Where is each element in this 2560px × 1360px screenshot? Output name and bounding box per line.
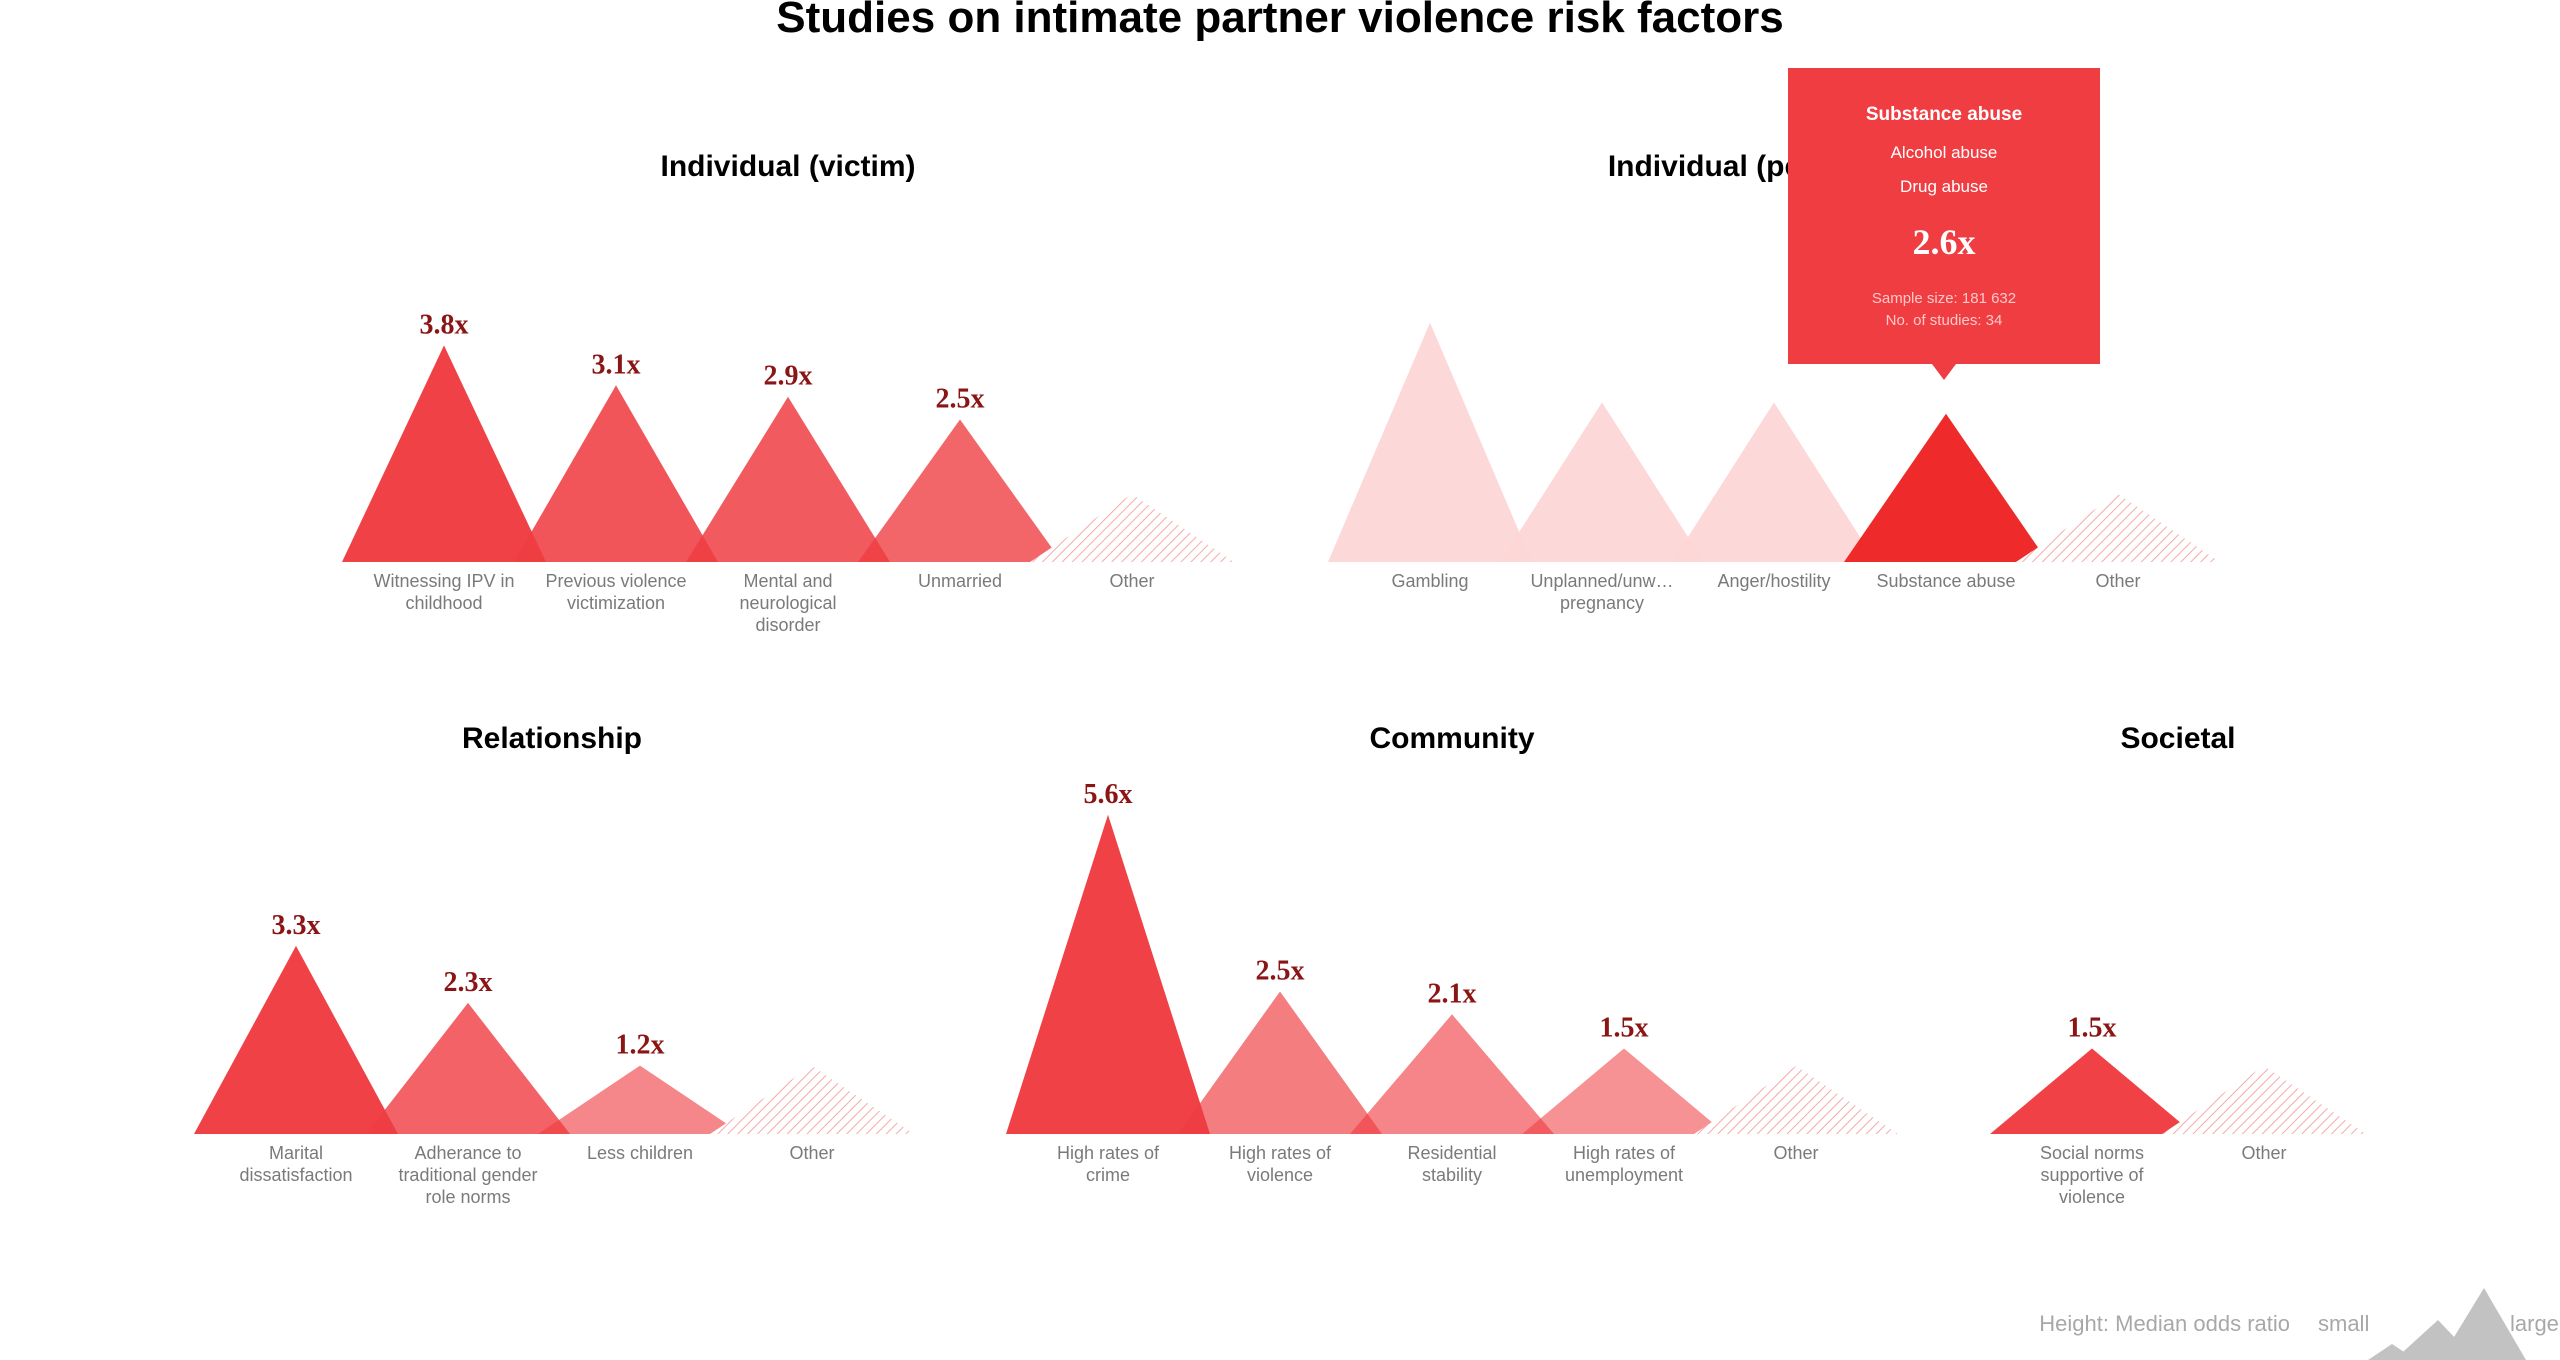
category-label: Gambling [1391,571,1468,591]
value-label: 5.6x [1084,779,1133,810]
value-label: 2.3x [444,967,493,998]
triangle-social-norms-supportive-of-violence[interactable] [1990,1048,2194,1135]
triangle-gambling[interactable] [1328,322,1532,562]
tooltip-box [1788,68,2100,364]
legend: Height: Median odds ratio small large [2039,1288,2559,1360]
category-label: Social norms supportive of violence [2040,1143,2145,1207]
panel-title: Community [1370,722,1535,755]
tooltip-studies: No. of studies: 34 [1886,312,2003,329]
value-label: 3.8x [420,309,469,340]
category-label: Previous violence victimization [545,571,686,613]
value-label: 2.1x [1428,978,1477,1009]
tooltip-value: 2.6x [1913,222,1976,262]
triangle-previous-violence-victimization[interactable] [514,385,718,562]
panel-title: Individual (victim) [660,150,915,183]
category-label: Residential stability [1407,1143,1496,1185]
category-label: Substance abuse [1876,571,2015,591]
category-label: Other [789,1143,834,1163]
value-label: 2.5x [936,384,985,415]
category-label: Adherance to traditional gender role norms [398,1143,537,1207]
triangle-residential-stability[interactable] [1350,1014,1554,1134]
triangle-witnessing-ipv-in-childhood[interactable] [342,345,546,562]
category-label: Less children [587,1143,693,1163]
triangle-high-rates-of-unemployment[interactable] [1522,1048,1726,1135]
legend-label: Height: Median odds ratio [2039,1311,2290,1336]
triangle-unplanned-unw-pregnancy[interactable] [1500,402,1704,562]
panel-societal: Societal 1.5x Social norms supportive of vio… [1990,722,2366,1207]
triangle-substance-abuse[interactable] [1844,413,2048,562]
triangle-anger-hostility[interactable] [1672,402,1876,562]
category-label: High rates of violence [1229,1143,1332,1185]
triangle-adherance-to-traditional-gender-role-norms[interactable] [366,1002,570,1134]
legend-large-triangle [2440,1288,2526,1360]
category-label: Mental and neurological disorder [739,571,836,635]
tooltip-item-1: Alcohol abuse [1891,143,1998,162]
triangle-marital-dissatisfaction[interactable] [194,945,398,1134]
triangle-other[interactable] [1030,494,1234,562]
panel-relationship: Relationship 3.3x Marital dissatisfaction 2.… [194,722,914,1207]
triangle-other[interactable] [2016,494,2220,562]
value-label: 1.5x [2068,1013,2117,1044]
category-label: Other [2241,1143,2286,1163]
category-label: Unplanned/unw… pregnancy [1530,571,1673,613]
triangle-unmarried[interactable] [858,419,1062,563]
category-label: Anger/hostility [1717,571,1830,591]
triangle-high-rates-of-crime[interactable] [1006,814,1210,1134]
value-label: 1.5x [1600,1013,1649,1044]
category-label: Unmarried [918,571,1002,591]
tooltip-item-2: Drug abuse [1900,177,1988,196]
panel-title: Societal [2120,722,2235,755]
triangle-other[interactable] [1694,1066,1898,1134]
panel-individual-victim: Individual (victim) 3.8x Witnessing IPV in… [342,150,1234,635]
triangle-other[interactable] [710,1066,914,1134]
triangle-less-children[interactable] [538,1065,742,1134]
value-label: 2.5x [1256,956,1305,987]
tooltip-sample-size: Sample size: 181 632 [1872,290,2016,307]
category-label: Other [1773,1143,1818,1163]
panel-community: Community 5.6x High rates of crime 2.5x High … [1006,722,1898,1185]
category-label: High rates of unemployment [1565,1143,1683,1185]
triangle-mental-and-neurological-disorder[interactable] [686,396,890,562]
category-label: Other [1109,571,1154,591]
value-label: 2.9x [764,361,813,392]
value-label: 1.2x [616,1030,665,1061]
triangle-other[interactable] [2162,1066,2366,1134]
legend-large-label: large [2510,1311,2559,1336]
triangle-high-rates-of-violence[interactable] [1178,991,1382,1135]
tooltip: Substance abuse Alcohol abuse Drug abuse… [1788,68,2100,380]
panel-title: Relationship [462,722,642,755]
tooltip-pointer [1932,364,1956,380]
category-label: Witnessing IPV in childhood [373,571,514,613]
category-label: High rates of crime [1057,1143,1160,1185]
category-label: Other [2095,571,2140,591]
chart-title: Studies on intimate partner violence ris… [776,0,1783,42]
legend-small-label: small [2318,1311,2369,1336]
tooltip-title: Substance abuse [1866,104,2022,125]
value-label: 3.3x [272,910,321,941]
value-label: 3.1x [592,349,641,380]
category-label: Marital dissatisfaction [239,1143,352,1185]
